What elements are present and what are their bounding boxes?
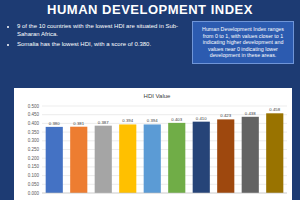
chart: HDI Value 0.000 0.050 0.100 0.150 0.200 0.250 0… [0, 0, 300, 200]
data-label: 0.423 [220, 113, 231, 118]
data-label: 0.458 [269, 107, 280, 112]
bar [46, 127, 63, 193]
bullet: Somalia has the lowest HDI, with a score… [17, 40, 189, 48]
data-label: 0.438 [245, 111, 256, 116]
bar [95, 126, 112, 193]
bar [119, 124, 136, 193]
data-label: 0.394 [147, 118, 158, 123]
chart-panel [14, 88, 292, 200]
bars [46, 113, 284, 193]
y-tick-label: 0.150 [28, 164, 40, 169]
y-tick-label: 0.500 [28, 104, 40, 109]
data-label: 0.381 [73, 121, 84, 126]
data-label: 0.380 [49, 121, 60, 126]
x-axis [42, 193, 287, 194]
y-tick-label: 0.000 [28, 191, 40, 196]
bar [70, 127, 87, 193]
data-label: 0.403 [171, 117, 182, 122]
bullet: 9 of the 10 countries with the lowest HD… [17, 22, 189, 38]
data-label: 0.387 [98, 120, 109, 125]
y-tick-label: 0.250 [28, 147, 40, 152]
bar [168, 123, 185, 193]
page-title: HUMAN DEVELOPMENT INDEX [0, 2, 300, 17]
chart-title: HDI Value [144, 93, 172, 99]
bullet-list: 9 of the 10 countries with the lowest HD… [8, 22, 189, 50]
data-label: 0.410 [196, 116, 207, 121]
bar [193, 122, 210, 193]
grid-line [42, 106, 287, 107]
y-tick-label: 0.350 [28, 130, 40, 135]
y-tick-label: 0.050 [28, 182, 40, 187]
bar [144, 124, 161, 193]
note-box: Human Development Index ranges from 0 to… [192, 21, 294, 64]
bar [217, 119, 234, 193]
y-tick-label: 0.300 [28, 138, 40, 143]
bar [266, 113, 283, 193]
bar [242, 117, 259, 193]
y-tick-label: 0.400 [28, 121, 40, 126]
y-tick-label: 0.450 [28, 112, 40, 117]
y-tick-label: 0.100 [28, 173, 40, 178]
y-tick-label: 0.200 [28, 156, 40, 161]
data-label: 0.394 [122, 118, 133, 123]
